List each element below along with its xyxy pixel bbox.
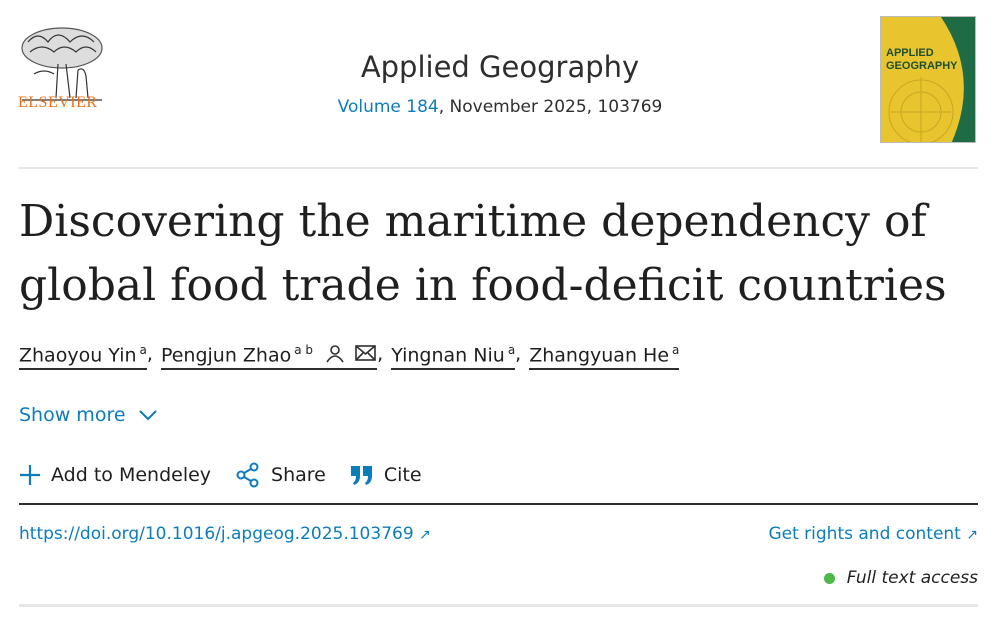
issue-details: , November 2025, 103769	[438, 97, 663, 117]
author-name: Yingnan Niu	[391, 344, 505, 367]
external-link-icon: ↗	[966, 527, 978, 543]
author-name: Zhaoyou Yin	[19, 344, 137, 367]
rights-text: Get rights and content	[768, 524, 961, 544]
access-label: Full text access	[846, 568, 978, 588]
separator: ,	[377, 343, 384, 365]
cite-label: Cite	[383, 464, 422, 486]
get-rights-link[interactable]: Get rights and content ↗	[768, 524, 978, 544]
cover-text-1: APPLIED	[886, 47, 934, 59]
elsevier-tree-logo[interactable]	[18, 14, 106, 114]
access-dot-icon	[823, 572, 835, 584]
author-name: Zhangyuan He	[529, 344, 670, 367]
quote-icon	[350, 466, 372, 485]
actions-divider	[19, 503, 978, 505]
footer-divider	[19, 604, 978, 607]
envelope-icon	[355, 345, 376, 362]
author-list: Zhaoyou Yin a, Pengjun Zhao a b , Yingnan …	[19, 343, 680, 371]
separator: ,	[146, 343, 153, 365]
author-name: Pengjun Zhao	[160, 344, 292, 367]
cite-button[interactable]: Cite	[350, 464, 422, 486]
volume-link[interactable]: Volume 184	[337, 97, 439, 117]
add-to-mendeley-button[interactable]: Add to Mendeley	[19, 464, 211, 486]
affiliation-sup: a	[672, 343, 680, 357]
mendeley-label: Add to Mendeley	[51, 464, 212, 486]
header-divider	[19, 167, 978, 169]
doi-link[interactable]: https://doi.org/10.1016/j.apgeog.2025.10…	[19, 524, 431, 544]
issue-info: Volume 184, November 2025, 103769	[0, 97, 1000, 117]
affiliation-sup: a b	[294, 343, 314, 357]
author-link[interactable]: Yingnan Niu a	[391, 343, 516, 371]
affiliation-sup: a	[139, 343, 147, 357]
access-status: Full text access	[823, 568, 978, 588]
external-link-icon: ↗	[419, 527, 431, 543]
article-title: Discovering the maritime dependency of g…	[19, 190, 979, 318]
journal-cover-image[interactable]: APPLIED GEOGRAPHY	[880, 16, 976, 143]
share-label: Share	[271, 464, 326, 486]
doi-text: https://doi.org/10.1016/j.apgeog.2025.10…	[19, 524, 414, 544]
title-line-2: global food trade in food-deficit countr…	[19, 260, 947, 311]
separator: ,	[515, 343, 522, 365]
share-icon	[236, 462, 259, 488]
share-button[interactable]: Share	[235, 462, 326, 488]
article-actions: Add to Mendeley Share Cite	[19, 462, 446, 488]
elsevier-logo-text: ELSEVIER	[18, 94, 98, 111]
affiliation-sup: a	[507, 343, 516, 357]
title-line-1: Discovering the maritime dependency of	[19, 196, 927, 247]
show-more-label: Show more	[19, 404, 126, 426]
author-link[interactable]: Zhaoyou Yin a	[19, 343, 147, 371]
author-link[interactable]: Pengjun Zhao a b	[160, 343, 378, 371]
show-more-button[interactable]: Show more	[19, 404, 158, 426]
person-icon	[326, 345, 344, 363]
plus-icon	[20, 465, 40, 485]
cover-text-2: GEOGRAPHY	[886, 60, 958, 72]
chevron-down-icon	[138, 410, 157, 421]
journal-title[interactable]: Applied Geography	[360, 50, 640, 84]
author-link[interactable]: Zhangyuan He a	[529, 343, 680, 371]
